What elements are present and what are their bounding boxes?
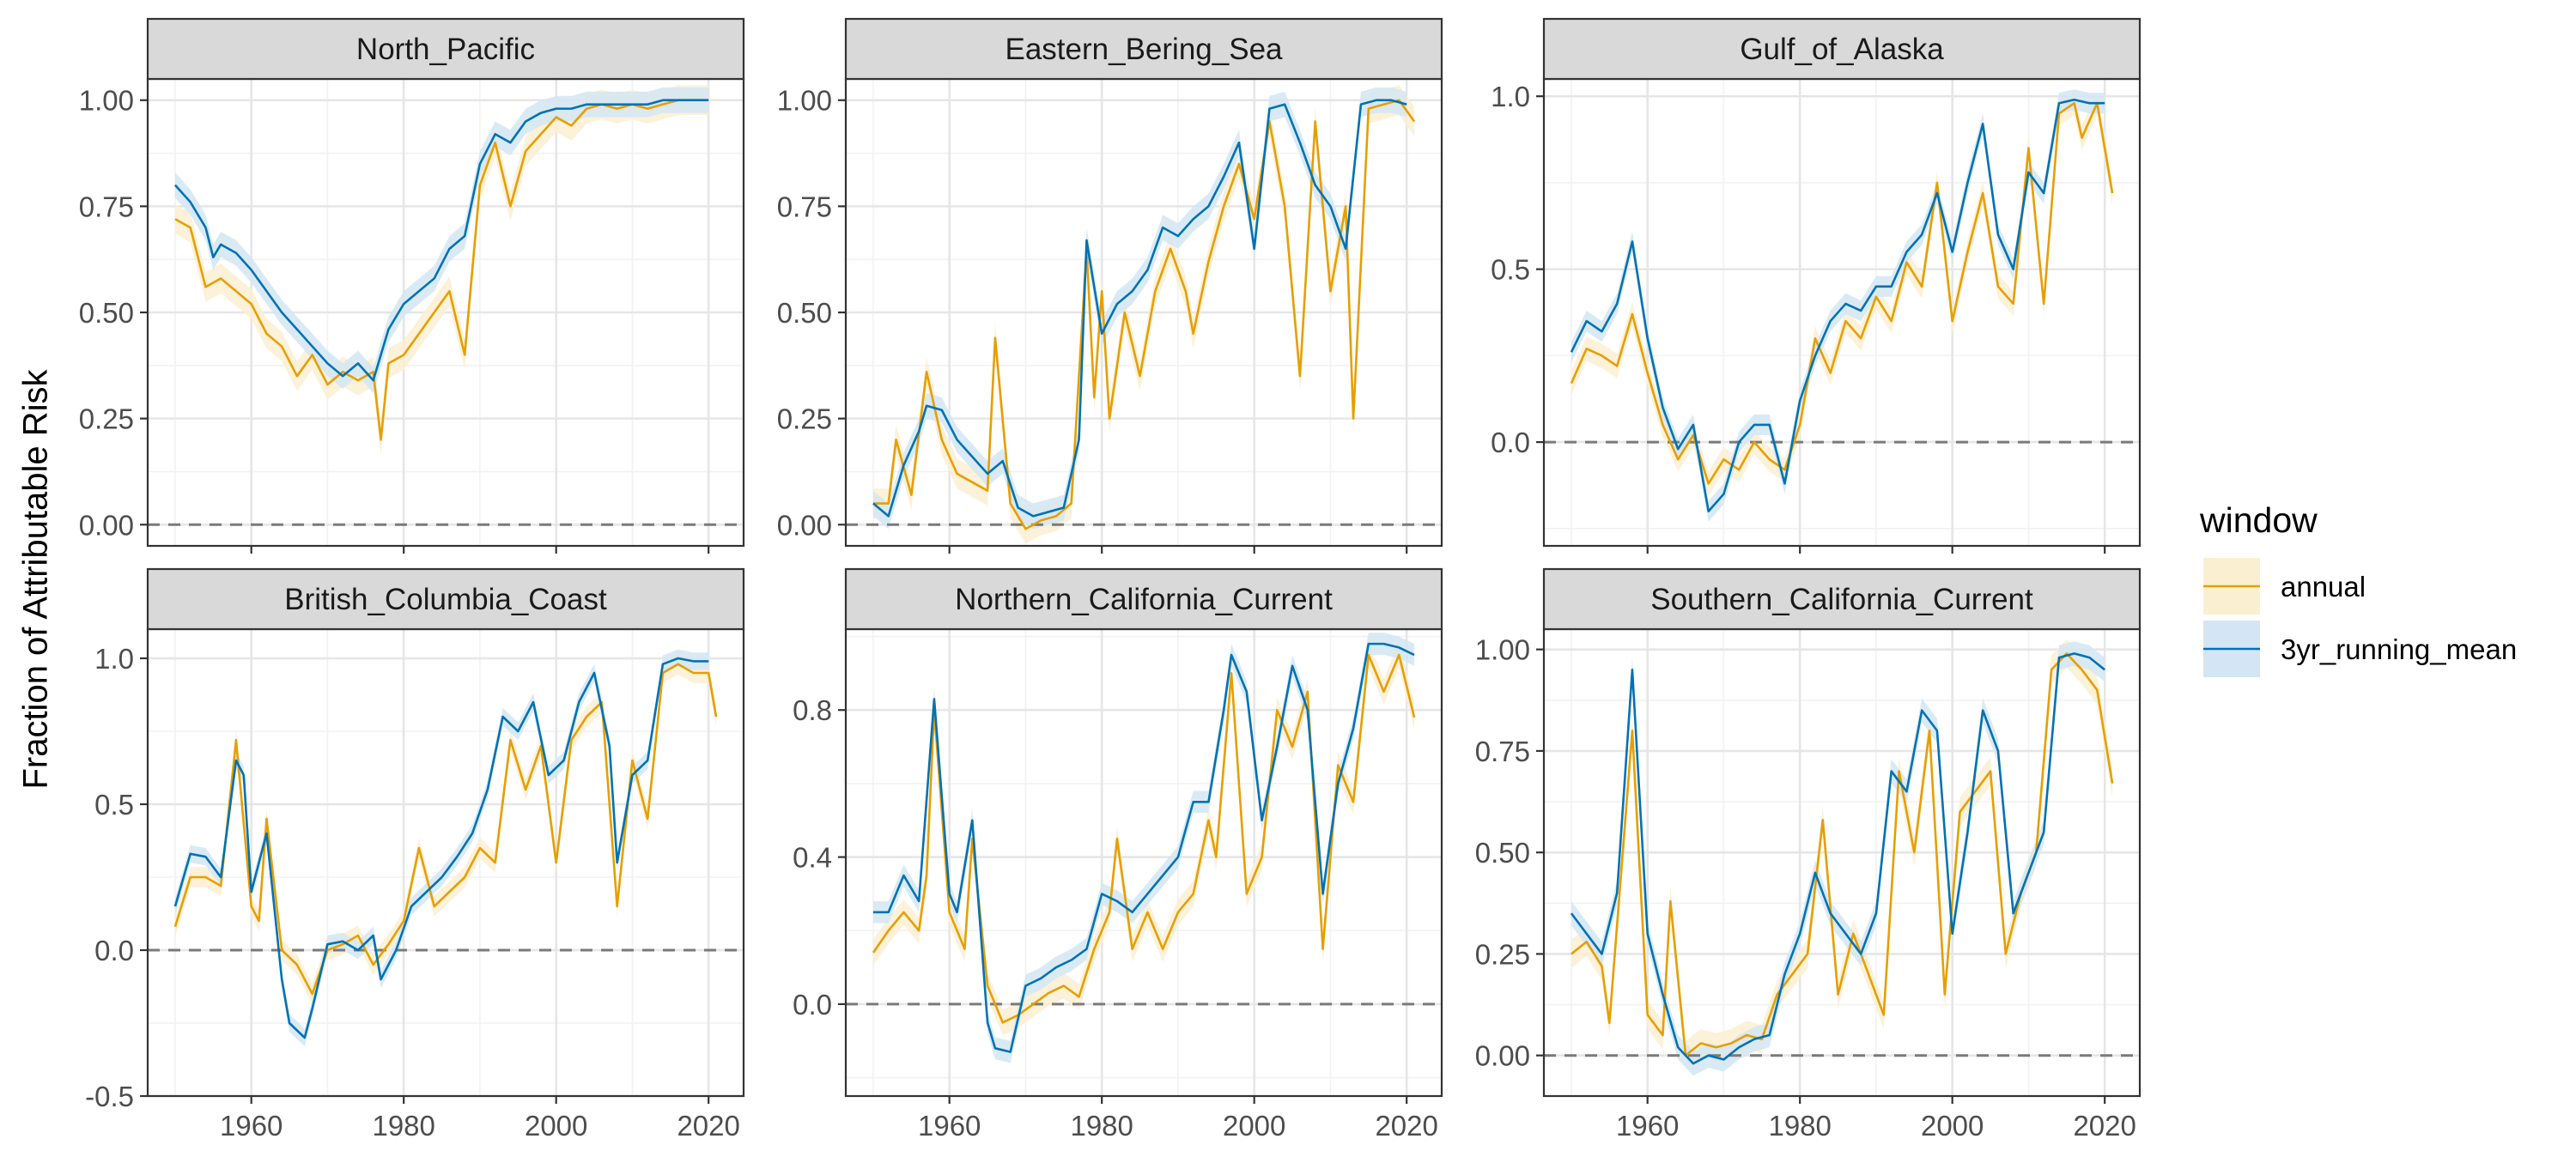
legend-label: annual [2281, 571, 2366, 603]
panel-title: British_Columbia_Coast [284, 583, 607, 616]
x-tick-label: 2000 [1921, 1110, 1984, 1142]
x-tick-label: 1980 [1070, 1110, 1133, 1142]
y-tick-label: 0.50 [79, 297, 134, 329]
x-tick-label: 1960 [220, 1110, 283, 1142]
y-tick-label: 0.75 [79, 191, 134, 222]
y-tick-label: 1.00 [79, 85, 134, 117]
y-tick-label: 0.50 [1475, 837, 1530, 869]
panel-strip [844, 17, 1443, 81]
y-tick-label: 0.0 [94, 935, 134, 966]
panel-title: Northern_California_Current [955, 583, 1333, 616]
y-axis-label: Fraction of Attributable Risk [16, 369, 55, 790]
panel-strip [1542, 567, 2142, 631]
y-tick-label: 1.00 [777, 85, 832, 117]
y-tick-label: -0.5 [85, 1081, 134, 1112]
panel-title: Southern_California_Current [1650, 583, 2033, 616]
ribbon-3yr_running_mean [1571, 89, 2105, 522]
y-tick-label: 0.25 [79, 403, 134, 435]
panel-british-columbia-coast: British_Columbia_Coast -0.5 0.0 0.5 1.0 1960 1… [85, 567, 745, 1142]
series-line-annual [174, 99, 709, 441]
series-line-3yr_running_mean [872, 99, 1407, 518]
panel-northern-california-current: Northern_California_Current 0.0 0.4 0.8 1960… [793, 567, 1443, 1142]
y-tick-label: 1.00 [1475, 634, 1530, 666]
series-line-3yr_running_mean [173, 657, 709, 1039]
y-tick-label: 0.00 [79, 509, 134, 541]
series-line-annual [1570, 101, 2114, 485]
series-line-3yr_running_mean [1570, 98, 2105, 513]
series-line-3yr_running_mean [1570, 652, 2105, 1065]
x-tick-label: 2000 [1223, 1110, 1285, 1142]
y-tick-label: 0.25 [1475, 938, 1530, 970]
panel-strip [146, 567, 745, 631]
y-tick-label: 0.00 [1475, 1040, 1530, 1072]
series-line-3yr_running_mean [173, 99, 709, 382]
x-tick-label: 1980 [372, 1110, 434, 1142]
y-tick-label: 1.0 [94, 643, 134, 675]
ribbon-annual [174, 85, 709, 455]
x-tick-label: 2020 [677, 1110, 739, 1142]
panel-eastern-bering-sea: Eastern_Bering_Sea 0.00 0.25 0.50 0.75 1.00 [777, 17, 1443, 554]
panel-strip [146, 17, 745, 81]
y-tick-label: 0.8 [793, 694, 832, 726]
series-line-3yr_running_mean [872, 642, 1415, 1053]
y-tick-label: 0.0 [1491, 427, 1530, 458]
x-tick-label: 2020 [2073, 1110, 2136, 1142]
plot-background [148, 629, 744, 1096]
panel-title: North_Pacific [356, 33, 535, 66]
panel-title: Gulf_of_Alaska [1740, 33, 1944, 66]
y-tick-label: 1.0 [1491, 81, 1530, 112]
legend-label: 3yr_running_mean [2281, 633, 2517, 665]
y-tick-label: 0.4 [793, 842, 832, 874]
y-tick-label: 0.75 [777, 191, 832, 222]
y-tick-label: 0.50 [777, 297, 832, 329]
x-tick-label: 1960 [1616, 1110, 1679, 1142]
panel-north-pacific: North_Pacific 0.00 0.25 0.50 0.75 1.00 [79, 17, 745, 554]
legend-title: window [2199, 500, 2318, 540]
legend: window annual 3yr_running_mean [2199, 500, 2517, 677]
y-tick-label: 0.5 [1491, 254, 1530, 286]
y-tick-label: 0.75 [1475, 736, 1530, 767]
panel-strip [844, 567, 1443, 631]
x-tick-label: 2020 [1375, 1110, 1437, 1142]
panel-strip [1542, 17, 2142, 81]
y-tick-label: 0.5 [94, 789, 134, 821]
x-tick-label: 1960 [918, 1110, 981, 1142]
y-tick-label: 0.00 [777, 509, 832, 541]
y-tick-label: 0.25 [777, 403, 832, 435]
x-tick-label: 1980 [1768, 1110, 1831, 1142]
series-line-annual [872, 653, 1416, 1024]
panel-gulf-of-alaska: Gulf_of_Alaska 0.0 0.5 1.0 [1491, 17, 2142, 554]
panel-title: Eastern_Bering_Sea [1005, 33, 1284, 66]
series-line-annual [872, 99, 1416, 530]
x-tick-label: 2000 [525, 1110, 587, 1142]
panel-southern-california-current: Southern_California_Current 0.00 0.25 0.50 0… [1475, 567, 2142, 1142]
y-tick-label: 0.0 [793, 989, 832, 1021]
